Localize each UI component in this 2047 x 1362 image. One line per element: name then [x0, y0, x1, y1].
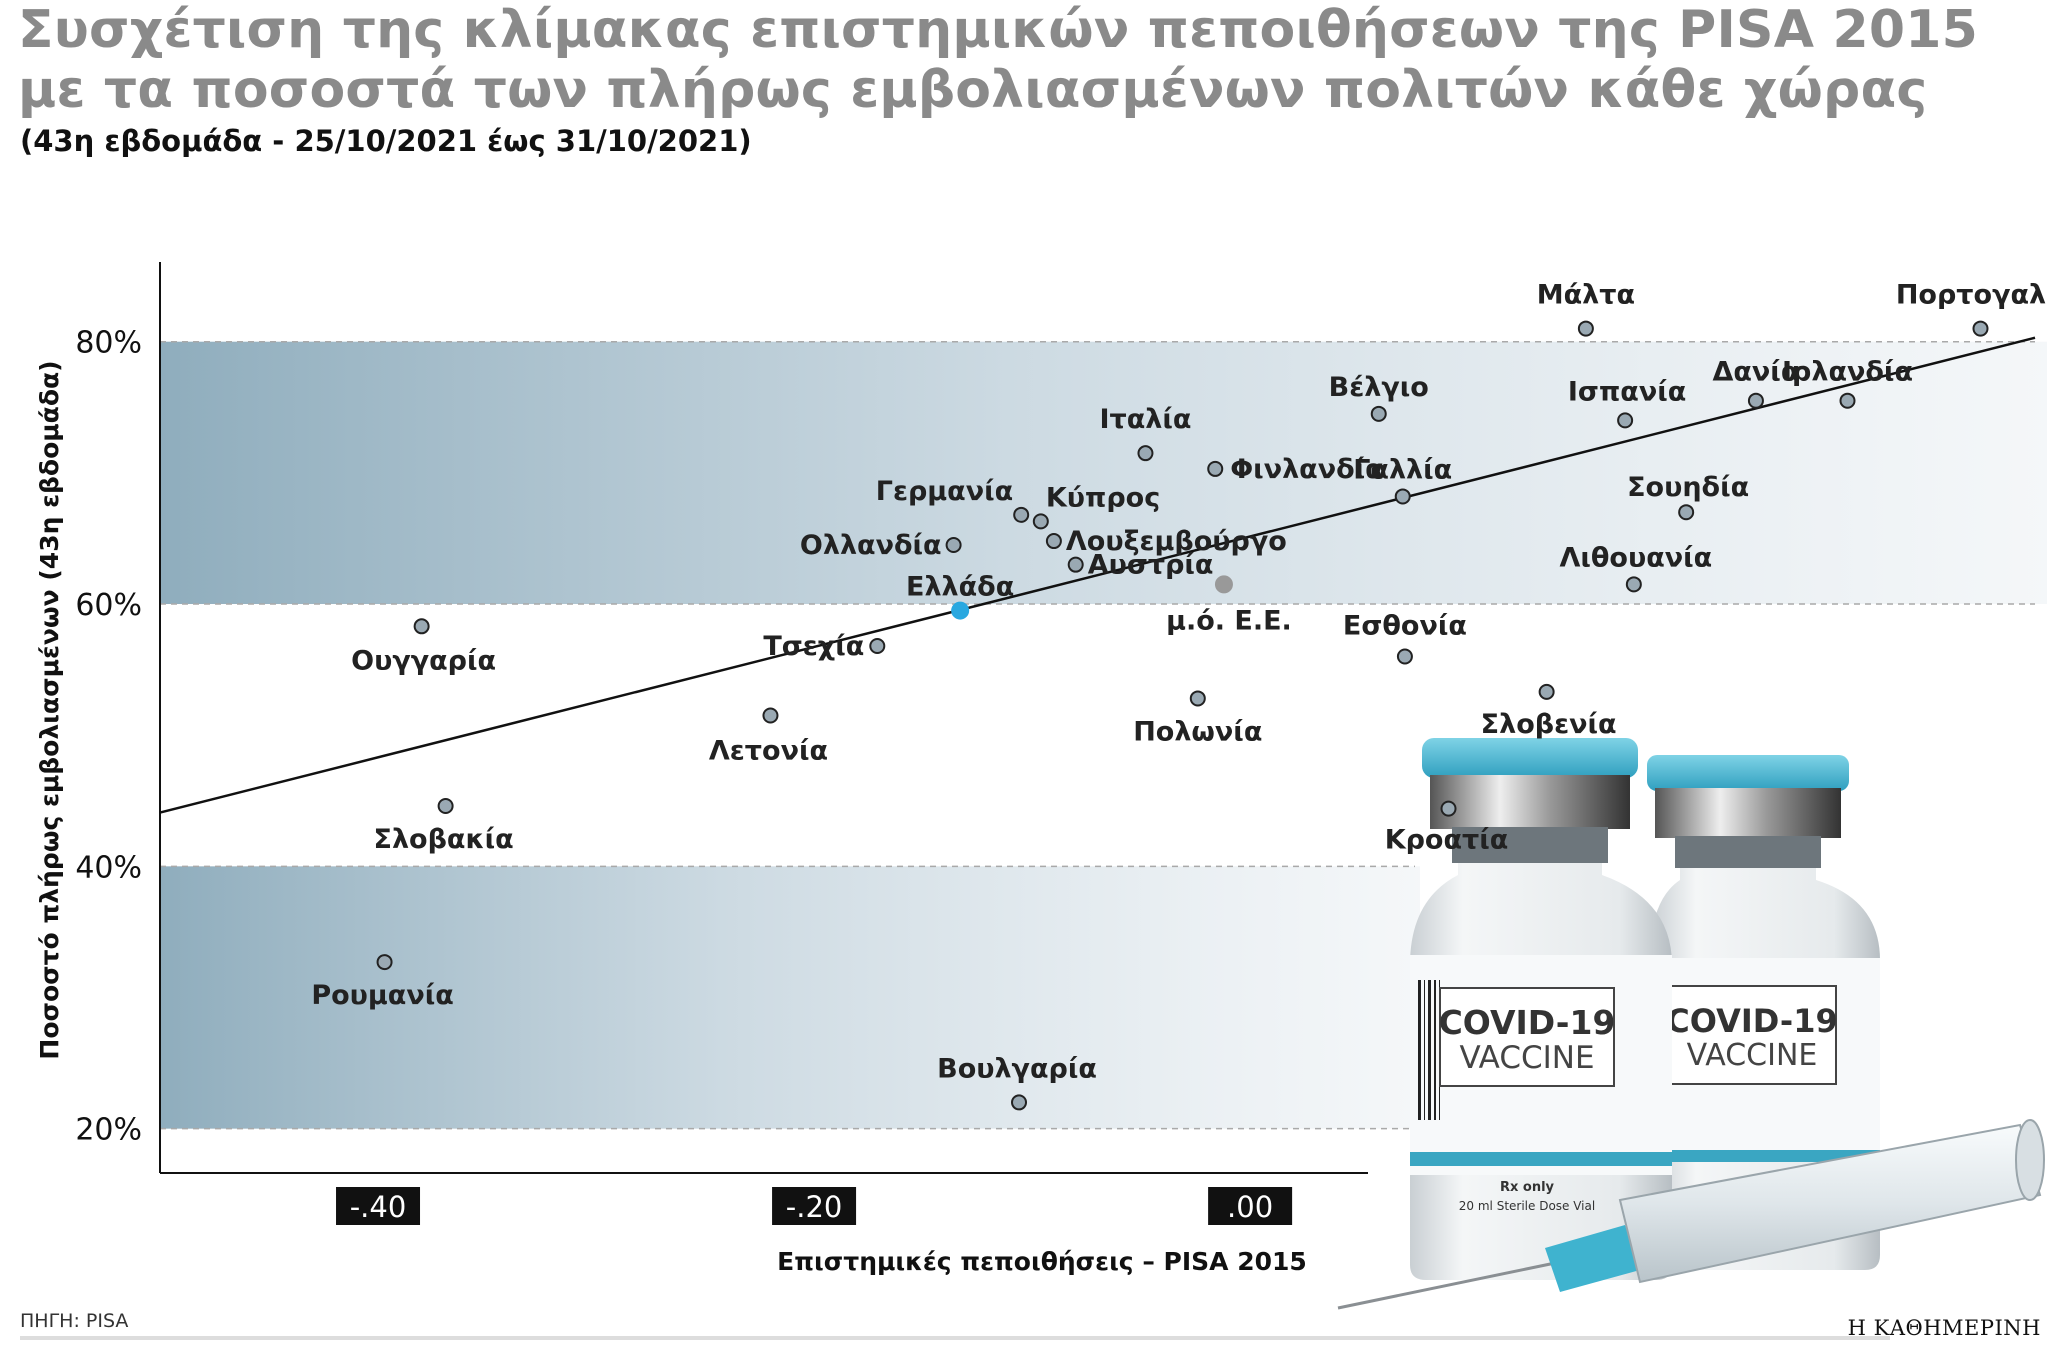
- shaded-bands: [160, 341, 2047, 1129]
- point-labels: Μάλτα Πορτογαλία Βέλγιο Ισπανία ΔανίαΙρλανδί…: [311, 280, 2047, 1085]
- data-point: [1189, 690, 1206, 707]
- x-axis-title: Επιστημικές πεποιθήσεις – PISA 2015: [777, 1247, 1307, 1276]
- vial-dose-label: 20 ml Sterile Dose Vial: [1459, 1199, 1595, 1213]
- data-point: [1137, 445, 1154, 462]
- data-point: [762, 707, 779, 724]
- regression-line: [159, 336, 2036, 814]
- point-label: Δανία: [1712, 357, 1799, 388]
- point-label: Βέλγιο: [1329, 372, 1429, 403]
- data-point: [945, 536, 962, 553]
- x-tick-label: .00: [1227, 1190, 1273, 1224]
- point-label: Ελλάδα: [906, 572, 1014, 603]
- vaccine-vial-front: COVID-19 VACCINE Rx only 20 ml Sterile D…: [1410, 738, 1672, 1280]
- point-label: Κροατία: [1385, 825, 1509, 856]
- data-point: [413, 618, 430, 635]
- y-axis-title: Ποσοστό πλήρως εμβολιασμένων (43η εβδομά…: [35, 360, 64, 1059]
- point-label: Ρουμανία: [311, 980, 453, 1011]
- point-label: Μάλτα: [1537, 280, 1635, 311]
- point-label: Γερμανία: [876, 476, 1013, 507]
- point-label: μ.ό. Ε.Ε.: [1166, 605, 1292, 636]
- data-point: [376, 954, 393, 971]
- footer-rule: [20, 1336, 1890, 1340]
- data-point: [1370, 405, 1387, 422]
- x-tick-label: -.20: [786, 1190, 843, 1224]
- data-point: [869, 637, 886, 654]
- y-tick-label: 60%: [75, 588, 142, 623]
- y-tick-label: 80%: [75, 326, 142, 361]
- vial-rx-label: Rx only: [1500, 1180, 1555, 1195]
- brand-logo: Η ΚΑΘΗΜΕΡΙΝΗ: [1847, 1316, 2041, 1340]
- data-point: [1839, 392, 1856, 409]
- point-label: Λουξεμβούργο: [1066, 526, 1287, 557]
- y-tick-labels: 80% 60% 40% 20%: [75, 326, 142, 1148]
- x-tick-label: -.40: [350, 1190, 407, 1224]
- point-label: Ουγγαρία: [351, 645, 496, 676]
- point-label: Αυστρία: [1088, 550, 1214, 581]
- point-label: Φινλανδία: [1230, 454, 1384, 485]
- data-points: [376, 320, 1989, 1111]
- point-label: Σουηδία: [1627, 472, 1749, 503]
- data-point: [1396, 648, 1413, 665]
- y-tick-label: 40%: [75, 850, 142, 885]
- vial-back-label-2: VACCINE: [1687, 1038, 1818, 1073]
- title-line-2: με τα ποσοστά των πλήρως εμβολιασμένων π…: [18, 60, 1928, 120]
- point-label: Σλοβενία: [1481, 709, 1617, 740]
- syringe-illustration: [1337, 1119, 2045, 1310]
- point-label: Τσεχία: [763, 631, 864, 662]
- data-point: [1214, 575, 1233, 594]
- point-label: Λετονία: [709, 736, 828, 767]
- point-label: Πολωνία: [1133, 716, 1262, 747]
- point-label: Ιταλία: [1099, 404, 1191, 435]
- data-point: [1440, 800, 1457, 817]
- point-label: Ιρλανδία: [1782, 357, 1913, 388]
- data-point: [1747, 392, 1764, 409]
- y-tick-label: 20%: [75, 1113, 142, 1148]
- source-note: ΠΗΓΗ: PISA: [20, 1310, 129, 1332]
- data-point: [1207, 460, 1224, 477]
- x-tick-badge: [336, 1187, 421, 1225]
- chart-subtitle: (43η εβδομάδα - 25/10/2021 έως 31/10/202…: [20, 124, 752, 158]
- vial-front-label-1: COVID-19: [1439, 1003, 1616, 1042]
- point-label: Σλοβακία: [374, 824, 514, 855]
- point-label: Λιθουανία: [1559, 542, 1712, 573]
- x-tick-badge: [772, 1187, 857, 1225]
- data-point: [1011, 1094, 1028, 1111]
- data-point: [1067, 556, 1084, 573]
- point-label: Ολλανδία: [800, 530, 942, 561]
- vaccine-vials-illustration: COVID-19 VACCINE COVID-19 VACCINE Rx onl…: [1337, 738, 2045, 1310]
- gridlines: [160, 340, 2035, 1130]
- data-point: [1394, 488, 1411, 505]
- chart-title: Συσχέτιση της κλίμακας επιστημικών πεποι…: [18, 0, 1978, 120]
- data-point: [1577, 320, 1594, 337]
- x-tick-badge: [1208, 1187, 1293, 1225]
- title-line-1: Συσχέτιση της κλίμακας επιστημικών πεποι…: [18, 0, 1978, 60]
- data-point: [1678, 504, 1695, 521]
- data-point: [1032, 513, 1049, 530]
- vial-front-label-2: VACCINE: [1459, 1040, 1594, 1076]
- axes: [159, 262, 1368, 1174]
- trendline: [159, 336, 2036, 814]
- data-point: [1972, 320, 1989, 337]
- vial-back-label-1: COVID-19: [1666, 1002, 1837, 1040]
- point-label: Πορτογαλία: [1896, 280, 2047, 311]
- data-point: [1538, 683, 1555, 700]
- data-point: [1045, 533, 1062, 550]
- point-label: Γαλλία: [1353, 454, 1452, 485]
- band-60-80: [160, 341, 2047, 605]
- data-point: [951, 601, 970, 620]
- point-label: Εσθονία: [1343, 610, 1467, 641]
- data-point: [1625, 576, 1642, 593]
- point-label: Ισπανία: [1568, 376, 1686, 407]
- band-20-40: [160, 866, 1420, 1129]
- data-point: [437, 798, 454, 814]
- point-label: Βουλγαρία: [937, 1053, 1097, 1084]
- data-point: [1013, 506, 1030, 523]
- data-point: [1617, 412, 1634, 429]
- point-label: Κύπρος: [1046, 482, 1160, 513]
